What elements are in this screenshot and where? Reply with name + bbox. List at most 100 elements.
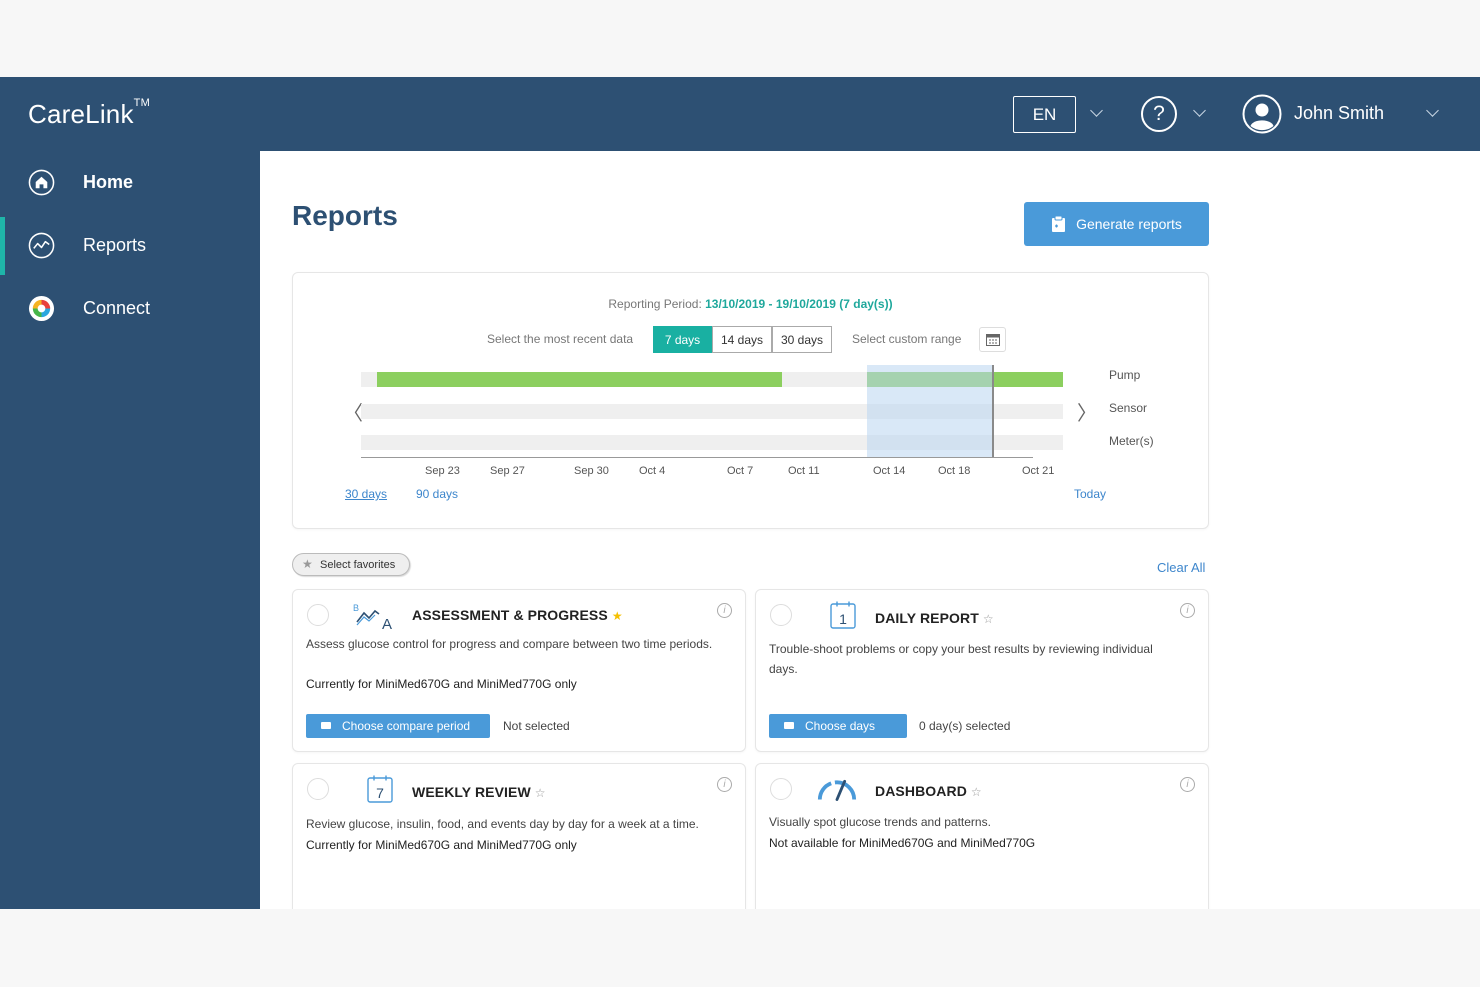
select-checkbox[interactable] — [307, 604, 329, 626]
pump-data-segment — [377, 372, 782, 387]
reporting-period: Reporting Period: 13/10/2019 - 19/10/201… — [293, 297, 1208, 311]
chevron-down-icon[interactable] — [1193, 104, 1206, 117]
report-description: Visually spot glucose trends and pattern… — [769, 815, 991, 829]
info-icon[interactable]: i — [717, 777, 732, 792]
report-card-dashboard[interactable]: DASHBOARD ☆ i Visually spot glucose trend… — [755, 763, 1209, 909]
generate-reports-button[interactable]: Generate reports — [1024, 202, 1209, 246]
report-note: Currently for MiniMed670G and MiniMed770… — [306, 838, 577, 852]
info-icon[interactable]: i — [1180, 777, 1195, 792]
custom-range-label: Select custom range — [852, 332, 962, 346]
calendar-week-icon: 7 — [367, 775, 393, 803]
sidebar-item-reports[interactable]: Reports — [0, 215, 260, 275]
connect-icon — [28, 295, 55, 321]
report-title-text: WEEKLY REVIEW — [412, 784, 531, 800]
svg-text:A: A — [382, 616, 392, 632]
choose-days-button[interactable]: Choose days — [769, 714, 907, 738]
selection-status: 0 day(s) selected — [919, 719, 1011, 733]
home-icon — [28, 169, 55, 195]
top-bar: CareLinkTM EN ? John Smith — [0, 77, 1480, 151]
help-icon[interactable]: ? — [1141, 96, 1177, 132]
brand-trademark: TM — [133, 97, 150, 109]
sidebar-item-label: Reports — [83, 234, 147, 255]
select-checkbox[interactable] — [307, 778, 329, 800]
reporting-period-panel: Reporting Period: 13/10/2019 - 19/10/201… — [292, 272, 1209, 529]
choose-compare-period-button[interactable]: Choose compare period — [306, 714, 490, 738]
range-14-days-button[interactable]: 14 days — [712, 326, 772, 353]
favorite-star-icon[interactable]: ☆ — [970, 785, 982, 799]
link-today[interactable]: Today — [1074, 487, 1107, 501]
reporting-period-value: 13/10/2019 - 19/10/2019 (7 day(s)) — [705, 297, 893, 311]
select-checkbox[interactable] — [770, 604, 792, 626]
report-description: Review glucose, insulin, food, and event… — [306, 817, 699, 831]
tick-label: Oct 11 — [788, 465, 820, 477]
tick-label: Oct 21 — [1022, 465, 1055, 477]
report-title: DAILY REPORT ☆ — [875, 610, 994, 626]
favorite-star-icon[interactable]: ☆ — [534, 786, 546, 800]
range-7-days-button[interactable]: 7 days — [653, 326, 712, 353]
report-card-weekly-review[interactable]: 7 WEEKLY REVIEW ☆ i Review glucose, insul… — [292, 763, 746, 909]
sidebar-item-label: Connect — [83, 297, 151, 318]
tick-label: Sep 27 — [490, 465, 525, 477]
sidebar-item-home[interactable]: Home — [0, 152, 260, 212]
report-title: WEEKLY REVIEW ☆ — [412, 784, 546, 800]
brand-name: CareLink — [28, 99, 134, 129]
select-recent-label: Select the most recent data — [487, 332, 634, 346]
chevron-down-icon[interactable] — [1426, 104, 1439, 117]
info-icon[interactable]: i — [1180, 603, 1195, 618]
sidebar-item-connect[interactable]: Connect — [0, 278, 260, 338]
tick-label: Oct 7 — [727, 465, 754, 477]
select-favorites-button[interactable]: ★ Select favorites — [292, 553, 410, 576]
chevron-down-icon[interactable] — [1090, 104, 1103, 117]
report-title: ASSESSMENT & PROGRESS ★ — [412, 607, 623, 623]
page-title: Reports — [292, 200, 398, 231]
generate-reports-label: Generate reports — [1076, 216, 1182, 232]
user-name[interactable]: John Smith — [1294, 103, 1385, 123]
timeline-next-arrow[interactable]: 〉 — [1077, 403, 1097, 425]
language-button[interactable]: EN — [1013, 96, 1076, 133]
calendar-number: 7 — [376, 785, 384, 801]
gauge-icon — [817, 779, 857, 801]
calendar-day-icon: 1 — [830, 601, 856, 629]
tick-label: Oct 14 — [873, 465, 906, 477]
report-note: Not available for MiniMed670G and MiniMe… — [769, 836, 1036, 850]
favorite-star-icon[interactable]: ☆ — [982, 612, 994, 626]
report-note: Currently for MiniMed670G and MiniMed770… — [306, 677, 577, 691]
tick-label: Sep 30 — [574, 465, 609, 477]
calendar-icon — [985, 334, 1000, 346]
selection-status: Not selected — [503, 719, 570, 733]
favorite-star-icon[interactable]: ★ — [611, 609, 623, 623]
row-label-pump: Pump — [1109, 368, 1141, 382]
tick-label: Sep 23 — [425, 465, 460, 477]
timeline-axis — [361, 457, 1033, 458]
sidebar-item-label: Home — [83, 171, 134, 192]
info-icon[interactable]: i — [717, 603, 732, 618]
clear-all-link[interactable]: Clear All — [1157, 560, 1206, 575]
row-label-sensor: Sensor — [1109, 401, 1148, 415]
assessment-icon: B A — [353, 603, 392, 632]
selection-window[interactable] — [866, 365, 995, 458]
select-checkbox[interactable] — [770, 778, 792, 800]
svg-text:B: B — [353, 603, 359, 613]
user-avatar-icon[interactable] — [1242, 94, 1282, 134]
report-title-text: DAILY REPORT — [875, 610, 979, 626]
timeline-prev-arrow[interactable]: 〈 — [343, 403, 363, 425]
trend-icon — [28, 232, 55, 258]
report-card-assessment-progress[interactable]: B A ASSESSMENT & PROGRESS ★ i Assess gluc… — [292, 589, 746, 752]
tick-label: Oct 4 — [639, 465, 666, 477]
report-title-text: DASHBOARD — [875, 783, 967, 799]
select-favorites-label: Select favorites — [320, 558, 396, 571]
brand-logo[interactable]: CareLinkTM — [28, 97, 150, 130]
link-30-days[interactable]: 30 days — [345, 487, 388, 501]
report-title-text: ASSESSMENT & PROGRESS — [412, 607, 608, 623]
calendar-button[interactable] — [979, 327, 1006, 352]
report-title: DASHBOARD ☆ — [875, 783, 982, 799]
link-90-days[interactable]: 90 days — [416, 487, 459, 501]
report-description: Assess glucose control for progress and … — [306, 637, 713, 651]
star-icon: ★ — [302, 557, 313, 571]
report-card-daily-report[interactable]: 1 DAILY REPORT ☆ i Trouble-shoot problems… — [755, 589, 1209, 752]
report-description: Trouble-shoot problems or copy your best… — [769, 642, 1153, 676]
row-label-meters: Meter(s) — [1109, 434, 1154, 448]
tick-label: Oct 18 — [938, 465, 971, 477]
clipboard-icon — [1052, 215, 1066, 232]
range-30-days-button[interactable]: 30 days — [772, 326, 832, 353]
